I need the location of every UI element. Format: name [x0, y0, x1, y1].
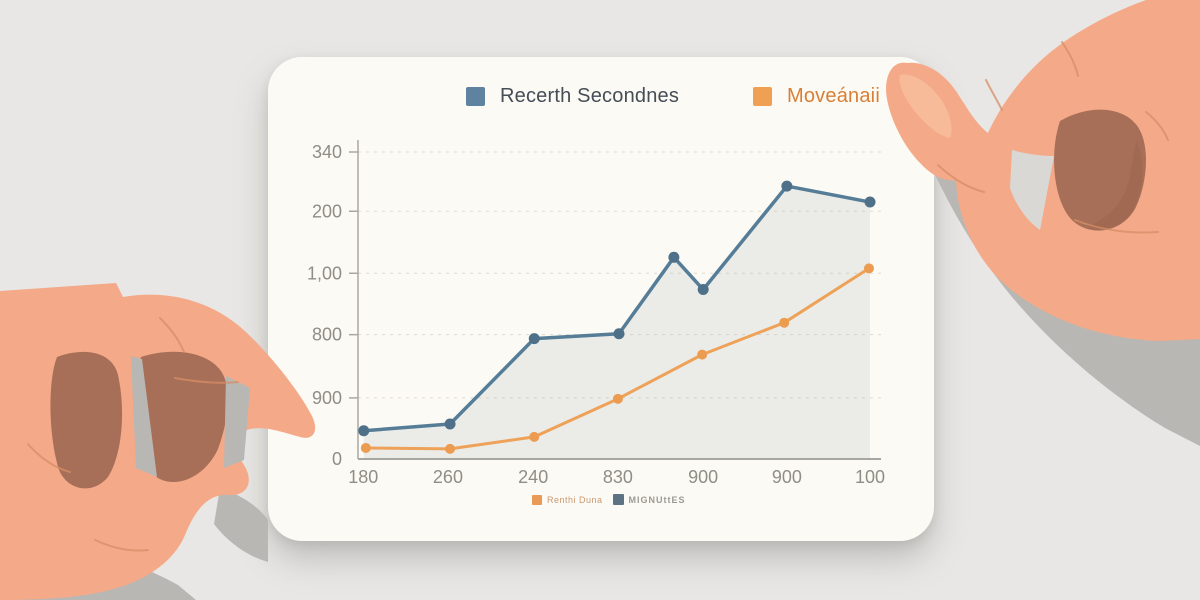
x-tick-label: 830 — [603, 467, 633, 487]
data-point-marker — [445, 443, 456, 454]
data-point-marker — [697, 284, 709, 296]
right-folded-finger-accent — [1088, 140, 1143, 229]
data-point-marker — [612, 393, 623, 404]
right-hand-shadow — [924, 150, 1200, 446]
data-point-marker — [444, 418, 456, 430]
mini-legend: Renthi Duna MIGNUttES — [532, 494, 686, 505]
series2-legend-label: Moveánaii — [787, 85, 880, 107]
data-point-marker — [863, 263, 874, 274]
series1-legend-label: Recerth Secondnes — [500, 85, 680, 107]
y-tick-label: 200 — [312, 201, 342, 221]
x-tick-label: 900 — [772, 467, 802, 487]
left-hand-shadow — [0, 545, 196, 600]
mini-legend-item-gray: MIGNUttES — [612, 494, 686, 505]
left-hand-creases — [27, 317, 239, 552]
data-point-marker — [528, 333, 540, 345]
mini-gray-swatch-icon — [612, 494, 624, 505]
mini-orange-swatch-icon — [532, 494, 542, 505]
x-tick-label: 260 — [433, 467, 463, 487]
right-folded-finger — [1054, 109, 1146, 231]
x-tick-label: 900 — [688, 467, 718, 487]
series2-swatch-icon — [753, 87, 772, 106]
mini-legend-label-gray: MIGNUttES — [628, 494, 686, 505]
left-folded-finger — [50, 351, 123, 489]
left-finger-gap-shadow — [131, 356, 157, 477]
data-point-marker — [529, 431, 540, 442]
legend-item-series1: Recerth Secondnes — [466, 85, 679, 108]
data-point-marker — [360, 442, 371, 453]
data-point-marker — [358, 425, 370, 437]
data-point-marker — [781, 180, 793, 192]
series-line — [362, 184, 872, 433]
data-point-marker — [864, 196, 876, 208]
left-folded-finger — [137, 351, 228, 483]
y-tick-label: 900 — [312, 388, 342, 408]
right-finger-gap-shadow — [1010, 150, 1054, 230]
legend-item-series2: Moveánaii — [753, 85, 880, 108]
data-point-marker — [668, 251, 680, 263]
y-tick-label: 0 — [332, 449, 342, 469]
mini-legend-item-orange: Renthi Duna — [532, 494, 603, 505]
right-hand-creases — [937, 41, 1169, 234]
series1-swatch-icon — [466, 87, 485, 106]
chart-card: Recerth Secondnes Moveánaii 340 200 1,00 80… — [268, 57, 934, 541]
x-tick-label: 240 — [518, 467, 548, 487]
y-tick-label: 1,00 — [307, 263, 342, 283]
series-area — [363, 186, 871, 459]
x-tick-label: 180 — [348, 467, 378, 487]
y-tick-label: 800 — [312, 325, 342, 345]
data-point-marker — [779, 317, 790, 328]
data-point-marker — [613, 328, 625, 340]
left-finger-gap-shadow — [224, 376, 250, 468]
y-tick-label: 340 — [312, 142, 342, 162]
mini-legend-label-orange: Renthi Duna — [547, 494, 603, 505]
left-hand-shadow — [214, 488, 268, 562]
line-chart: 340 200 1,00 800 900 0 180 260 240 830 900 900 100 — [307, 140, 885, 487]
data-point-marker — [697, 349, 708, 360]
chart-legend: Recerth Secondnes Moveánaii — [268, 85, 934, 111]
x-tick-label: 100 — [855, 467, 885, 487]
